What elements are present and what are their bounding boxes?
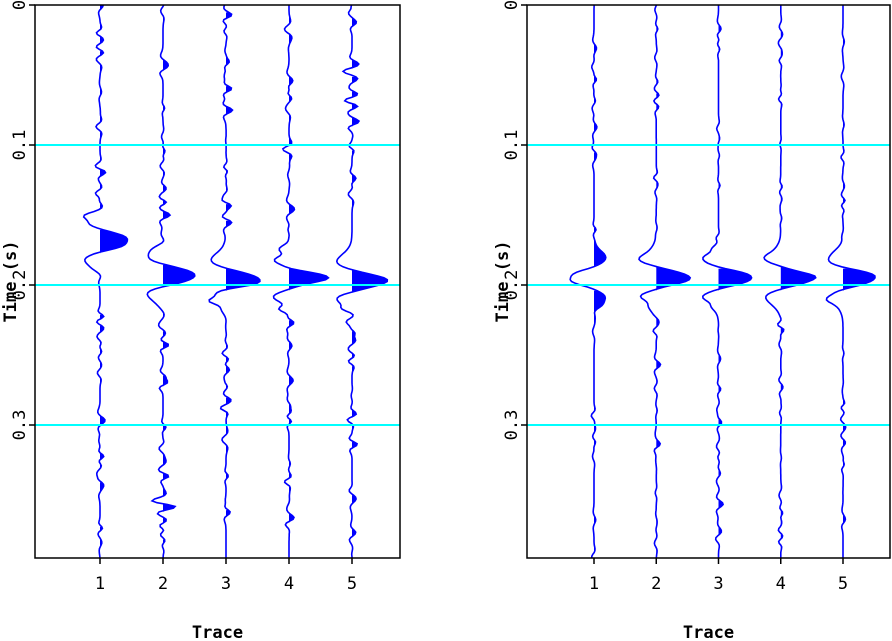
plot-area <box>569 5 876 558</box>
trace-5-wiggle <box>335 5 389 558</box>
y-tick-label: 0 <box>502 0 522 10</box>
y-axis-label: Time (s) <box>493 241 513 323</box>
plot-frame <box>34 4 401 559</box>
x-axis-label: Trace <box>192 623 243 641</box>
x-tick-label: 3 <box>713 574 723 594</box>
panel-1: 1 2 3 4 5 0 0.1 0.2 0.3 Trace Time (s) <box>1 0 401 641</box>
trace-2-fill <box>163 5 195 558</box>
trace-1-wiggle <box>569 5 607 558</box>
trace-2-wiggle <box>146 5 196 558</box>
x-tick-label: 3 <box>221 574 231 594</box>
x-tick-label: 1 <box>95 574 105 594</box>
trace-5-wiggle <box>825 5 876 558</box>
x-tick-label: 2 <box>158 574 168 594</box>
trace-4-wiggle <box>763 5 817 558</box>
y-tick-label: 0.3 <box>502 410 522 441</box>
plot-frame <box>526 4 891 559</box>
x-axis-label: Trace <box>683 623 734 641</box>
y-tick-label: 0 <box>10 0 30 10</box>
trace-4-fill <box>289 5 329 558</box>
trace-2-wiggle <box>638 5 692 558</box>
trace-1-fill <box>594 5 606 555</box>
x-tick-label: 1 <box>589 574 599 594</box>
trace-3-wiggle <box>208 5 261 558</box>
trace-4-wiggle <box>272 5 330 558</box>
x-tick-label: 4 <box>776 574 786 594</box>
y-tick-label: 0.1 <box>10 130 30 161</box>
trace-1-wiggle <box>82 5 129 558</box>
trace-5-fill <box>352 17 388 558</box>
panel-2: 1 2 3 4 5 0 0.1 0.2 0.3 Trace Time (s) <box>493 0 891 641</box>
x-tick-label: 5 <box>838 574 848 594</box>
trace-1-fill <box>100 5 128 549</box>
y-tick-label: 0.2 <box>10 270 30 301</box>
trace-4-fill <box>780 5 816 558</box>
x-tick-label: 5 <box>347 574 357 594</box>
trace-2-fill <box>656 5 691 558</box>
plot-area <box>82 5 389 558</box>
y-tick-label: 0.1 <box>502 130 522 161</box>
y-axis-label: Time (s) <box>1 241 21 323</box>
x-tick-label: 2 <box>651 574 661 594</box>
x-tick-label: 4 <box>284 574 294 594</box>
trace-5-fill <box>843 38 875 525</box>
y-tick-label: 0.3 <box>10 410 30 441</box>
y-tick-label: 0.2 <box>502 270 522 301</box>
trace-3-fill <box>718 25 752 558</box>
trace-3-wiggle <box>701 5 753 558</box>
